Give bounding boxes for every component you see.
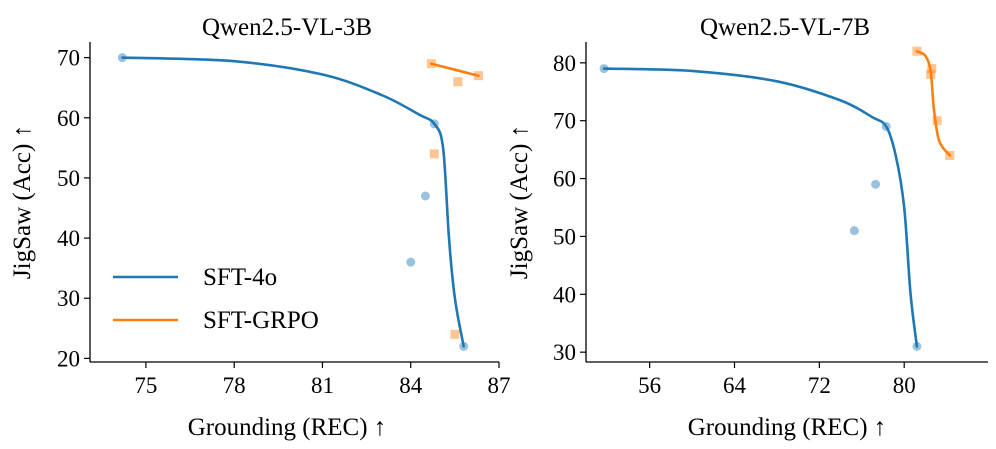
- point-sft-4o-left-3: [406, 257, 416, 267]
- point-sft-grpo-left-3: [450, 329, 460, 339]
- y-tick-label-right-30: 30: [553, 340, 576, 365]
- data-layer-left: [117, 53, 483, 351]
- point-sft-4o-right-3: [849, 226, 859, 236]
- x-tick-label-left-78: 78: [223, 373, 246, 398]
- y-tick-label-right-60: 60: [553, 167, 576, 192]
- y-tick-label-left-70: 70: [57, 46, 80, 71]
- ticks-left: 75 78 81 84 87 20 30 40 50 60 70: [57, 46, 511, 398]
- y-tick-label-right-50: 50: [553, 224, 576, 249]
- y-tick-label-right-70: 70: [553, 109, 576, 134]
- chart-title-right: Qwen2.5-VL-7B: [700, 14, 870, 41]
- x-tick-label-left-84: 84: [399, 373, 423, 398]
- line-sft-4o-right: [602, 67, 919, 348]
- y-tick-label-left-50: 50: [57, 166, 80, 191]
- line-sft-grpo-right: [915, 50, 952, 157]
- y-axis-label-left: JigSaw (Acc) ↑: [9, 125, 36, 279]
- panel-right: Qwen2.5-VL-7B 56 64 72 80 30 40 50 60 70 80 Groun…: [506, 14, 988, 441]
- point-sft-4o-right-2: [871, 179, 881, 189]
- x-tick-label-left-81: 81: [311, 373, 334, 398]
- x-tick-label-left-87: 87: [488, 373, 511, 398]
- y-tick-label-left-40: 40: [57, 226, 80, 251]
- line-sft-grpo-left: [430, 62, 480, 77]
- x-tick-label-right-56: 56: [638, 373, 661, 398]
- legend: SFT-4o SFT-GRPO: [113, 264, 319, 334]
- x-axis-label-right: Grounding (REC) ↑: [688, 414, 887, 441]
- y-tick-label-left-60: 60: [57, 106, 80, 131]
- y-tick-label-right-40: 40: [553, 282, 576, 307]
- x-tick-label-right-80: 80: [893, 373, 916, 398]
- y-axis-label-right: JigSaw (Acc) ↑: [506, 125, 533, 279]
- panel-left: Qwen2.5-VL-3B 75 78 81 84 87 20 30 40 50 60 70 Gro…: [9, 14, 511, 441]
- legend-label-sft-4o: SFT-4o: [203, 264, 277, 291]
- point-sft-4o-left-2: [420, 191, 430, 201]
- legend-label-sft-grpo: SFT-GRPO: [203, 307, 319, 334]
- chart-title-left: Qwen2.5-VL-3B: [202, 14, 372, 41]
- y-tick-label-left-30: 30: [57, 286, 80, 311]
- point-sft-grpo-right-3: [932, 116, 942, 126]
- x-tick-label-right-72: 72: [808, 373, 831, 398]
- y-tick-label-left-20: 20: [57, 346, 80, 371]
- x-axis-label-left: Grounding (REC) ↑: [188, 414, 387, 441]
- point-sft-grpo-left-2: [429, 149, 439, 159]
- point-sft-grpo-left-1: [453, 77, 463, 87]
- x-tick-label-left-75: 75: [134, 373, 157, 398]
- line-sft-4o-left: [121, 56, 465, 348]
- data-layer-right: [599, 46, 955, 351]
- ticks-right: 56 64 72 80 30 40 50 60 70 80: [553, 51, 916, 398]
- x-tick-label-right-64: 64: [723, 373, 747, 398]
- y-tick-label-right-80: 80: [553, 51, 576, 76]
- point-sft-grpo-right-1: [927, 64, 937, 74]
